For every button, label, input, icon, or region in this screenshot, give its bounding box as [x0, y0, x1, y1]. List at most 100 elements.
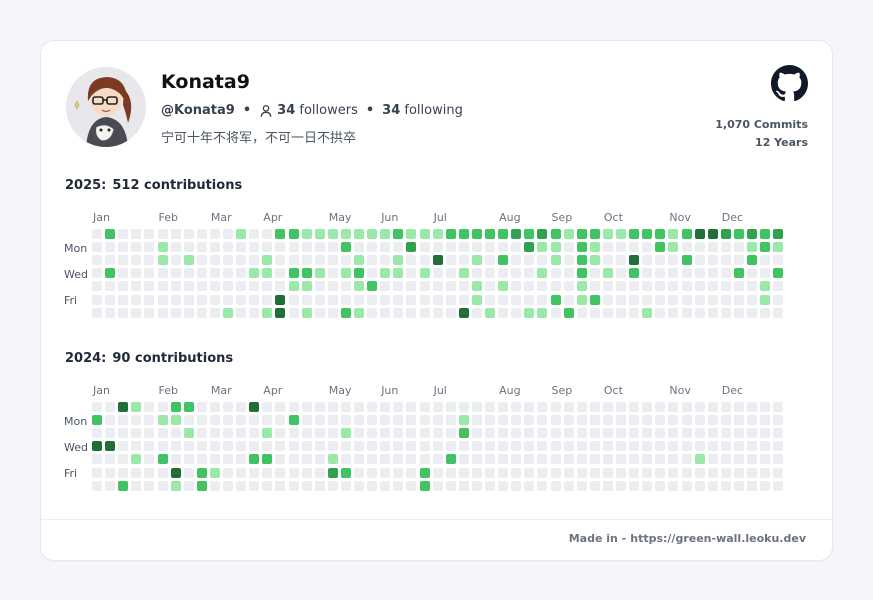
contribution-cell[interactable] [92, 454, 102, 465]
contribution-cell[interactable] [340, 480, 351, 491]
contribution-cell[interactable] [223, 480, 233, 491]
contribution-cell[interactable] [406, 441, 417, 452]
contribution-cell[interactable] [563, 428, 574, 439]
contribution-cell[interactable] [681, 268, 692, 279]
contribution-cell[interactable] [157, 441, 168, 452]
contribution-cell[interactable] [668, 281, 679, 292]
contribution-cell[interactable] [209, 307, 220, 318]
contribution-cell[interactable] [642, 242, 653, 253]
contribution-cell[interactable] [733, 480, 744, 491]
contribution-cell[interactable] [262, 294, 273, 305]
contribution-cell[interactable] [170, 441, 181, 452]
contribution-cell[interactable] [707, 428, 718, 439]
contribution-cell[interactable] [301, 480, 312, 491]
contribution-cell[interactable] [550, 428, 561, 439]
contribution-cell[interactable] [602, 454, 613, 465]
contribution-cell[interactable] [720, 281, 731, 292]
contribution-cell[interactable] [550, 229, 561, 239]
contribution-cell[interactable] [236, 428, 247, 439]
contribution-cell[interactable] [733, 428, 744, 439]
contribution-cell[interactable] [681, 294, 692, 305]
contribution-cell[interactable] [720, 415, 731, 426]
following-count[interactable]: 34 [382, 103, 401, 118]
contribution-cell[interactable] [471, 428, 482, 439]
contribution-cell[interactable] [668, 242, 679, 253]
contribution-cell[interactable] [602, 467, 613, 478]
contribution-cell[interactable] [668, 402, 679, 412]
contribution-cell[interactable] [92, 467, 102, 478]
contribution-cell[interactable] [380, 415, 391, 426]
contribution-cell[interactable] [157, 415, 168, 426]
contribution-cell[interactable] [747, 242, 757, 253]
contribution-cell[interactable] [170, 307, 181, 318]
contribution-cell[interactable] [314, 415, 325, 426]
contribution-cell[interactable] [183, 268, 194, 279]
contribution-cell[interactable] [419, 229, 430, 239]
contribution-cell[interactable] [288, 229, 299, 239]
contribution-cell[interactable] [576, 242, 587, 253]
contribution-cell[interactable] [629, 480, 640, 491]
contribution-cell[interactable] [314, 441, 325, 452]
followers-label[interactable]: followers [299, 103, 358, 118]
contribution-cell[interactable] [458, 428, 469, 439]
contribution-cell[interactable] [655, 255, 666, 266]
contribution-cell[interactable] [131, 441, 142, 452]
contribution-cell[interactable] [249, 281, 260, 292]
contribution-cell[interactable] [537, 428, 548, 439]
contribution-cell[interactable] [498, 255, 509, 266]
contribution-cell[interactable] [301, 294, 312, 305]
contribution-cell[interactable] [629, 242, 640, 253]
contribution-cell[interactable] [524, 467, 535, 478]
contribution-cell[interactable] [223, 454, 233, 465]
contribution-cell[interactable] [720, 402, 731, 412]
contribution-cell[interactable] [236, 242, 247, 253]
contribution-cell[interactable] [380, 428, 391, 439]
contribution-cell[interactable] [720, 428, 731, 439]
contribution-cell[interactable] [340, 294, 351, 305]
contribution-cell[interactable] [249, 268, 260, 279]
contribution-cell[interactable] [747, 255, 757, 266]
contribution-cell[interactable] [314, 480, 325, 491]
contribution-cell[interactable] [550, 467, 561, 478]
contribution-cell[interactable] [471, 229, 482, 239]
contribution-cell[interactable] [668, 467, 679, 478]
contribution-cell[interactable] [432, 268, 443, 279]
contribution-cell[interactable] [118, 454, 129, 465]
contribution-cell[interactable] [629, 467, 640, 478]
contribution-cell[interactable] [602, 428, 613, 439]
contribution-cell[interactable] [524, 294, 535, 305]
contribution-cell[interactable] [196, 229, 207, 239]
contribution-cell[interactable] [275, 242, 286, 253]
contribution-cell[interactable] [157, 229, 168, 239]
contribution-cell[interactable] [445, 441, 456, 452]
contribution-cell[interactable] [183, 255, 194, 266]
contribution-cell[interactable] [301, 454, 312, 465]
contribution-cell[interactable] [511, 441, 522, 452]
contribution-cell[interactable] [209, 441, 220, 452]
contribution-cell[interactable] [760, 281, 771, 292]
contribution-cell[interactable] [157, 255, 168, 266]
contribution-cell[interactable] [747, 415, 757, 426]
contribution-cell[interactable] [720, 454, 731, 465]
contribution-cell[interactable] [262, 242, 273, 253]
contribution-cell[interactable] [471, 268, 482, 279]
contribution-cell[interactable] [642, 467, 653, 478]
contribution-cell[interactable] [537, 268, 548, 279]
contribution-cell[interactable] [747, 294, 757, 305]
contribution-cell[interactable] [419, 441, 430, 452]
contribution-cell[interactable] [340, 454, 351, 465]
contribution-cell[interactable] [733, 268, 744, 279]
contribution-cell[interactable] [327, 467, 338, 478]
contribution-cell[interactable] [249, 415, 260, 426]
contribution-cell[interactable] [223, 281, 233, 292]
contribution-cell[interactable] [707, 229, 718, 239]
contribution-cell[interactable] [511, 242, 522, 253]
contribution-cell[interactable] [393, 242, 404, 253]
contribution-cell[interactable] [262, 402, 273, 412]
contribution-cell[interactable] [327, 255, 338, 266]
contribution-cell[interactable] [236, 229, 247, 239]
contribution-cell[interactable] [249, 441, 260, 452]
contribution-cell[interactable] [616, 480, 626, 491]
contribution-cell[interactable] [209, 255, 220, 266]
contribution-cell[interactable] [471, 255, 482, 266]
